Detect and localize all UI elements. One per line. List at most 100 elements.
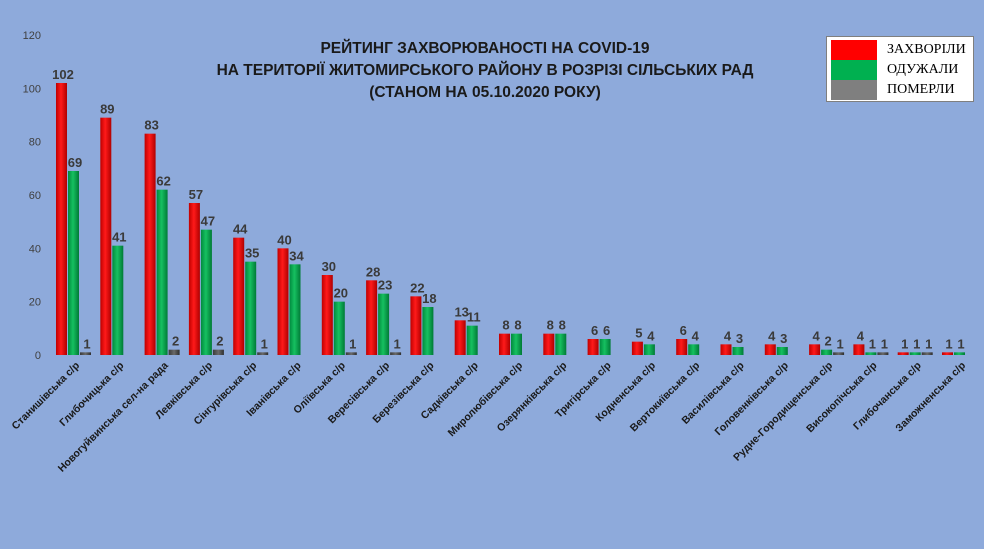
data-label: 34 <box>289 248 304 263</box>
data-label: 1 <box>393 336 400 351</box>
data-label: 1 <box>349 336 356 351</box>
y-tick-label: 0 <box>35 350 41 362</box>
bar-recovered <box>732 347 744 355</box>
data-label: 1 <box>261 336 268 351</box>
data-label: 1 <box>925 336 932 351</box>
y-tick-label: 40 <box>29 243 41 255</box>
data-label: 44 <box>233 222 248 237</box>
bar-died <box>390 352 402 355</box>
bar-infected <box>277 248 289 355</box>
bar-died <box>168 349 180 355</box>
data-label: 41 <box>112 230 126 245</box>
bar-infected <box>809 344 821 355</box>
data-label: 20 <box>334 286 348 301</box>
data-label: 1 <box>913 336 920 351</box>
data-label: 6 <box>603 323 610 338</box>
legend-item-died: ПОМЕРЛИ <box>831 80 955 100</box>
bar-recovered <box>156 189 168 355</box>
y-tick-label: 120 <box>23 30 41 42</box>
bar-recovered <box>466 325 478 355</box>
data-label: 4 <box>768 328 776 343</box>
y-axis-ticks: 0 20 40 60 80 100 120 <box>23 30 41 362</box>
legend-swatch-died <box>831 80 877 100</box>
legend-swatch-recovered <box>831 60 877 80</box>
bar-infected <box>676 339 688 355</box>
data-label: 5 <box>635 326 642 341</box>
bar-infected <box>942 352 953 355</box>
bar-infected <box>454 320 466 355</box>
data-label: 18 <box>422 291 436 306</box>
bar-died <box>212 349 224 355</box>
legend-label: ЗАХВОРІЛИ <box>887 42 966 57</box>
x-tick-label: Головенківська с/р <box>713 360 791 438</box>
data-label: 3 <box>736 331 743 346</box>
bar-recovered <box>599 339 611 355</box>
data-label: 2 <box>216 334 223 349</box>
bar-recovered <box>909 352 921 355</box>
data-label: 30 <box>322 259 336 274</box>
bar-infected <box>56 83 67 355</box>
y-tick-label: 20 <box>29 297 41 309</box>
data-label: 4 <box>647 328 655 343</box>
data-label: 8 <box>502 318 509 333</box>
data-labels: 1026918941836225747244351403430201282312… <box>52 67 964 351</box>
legend-label: ОДУЖАЛИ <box>887 62 959 77</box>
data-label: 1 <box>945 336 952 351</box>
data-label: 1 <box>836 336 843 351</box>
data-label: 1 <box>901 336 908 351</box>
data-label: 4 <box>724 328 732 343</box>
data-label: 8 <box>547 318 554 333</box>
bar-infected <box>366 280 378 355</box>
data-label: 8 <box>514 318 521 333</box>
bar-recovered <box>289 264 301 355</box>
data-label: 40 <box>277 232 291 247</box>
y-tick-label: 80 <box>29 137 41 149</box>
bar-died <box>257 352 269 355</box>
bar-infected <box>543 333 555 355</box>
data-label: 1 <box>869 336 876 351</box>
chart-title: РЕЙТИНГ ЗАХВОРЮВАНОСТІ НА COVID-19 НА ТЕ… <box>140 38 830 104</box>
legend-label: ПОМЕРЛИ <box>887 82 955 97</box>
chart-title-line: (СТАНОМ НА 05.10.2020 РОКУ) <box>369 84 601 101</box>
data-label: 4 <box>692 328 700 343</box>
bar-infected <box>587 339 599 355</box>
bar-died <box>345 352 357 355</box>
y-tick-label: 60 <box>29 190 41 202</box>
bar-recovered <box>865 352 877 355</box>
bar-infected <box>499 333 510 355</box>
data-label: 23 <box>378 278 392 293</box>
bar-recovered <box>112 245 124 355</box>
data-label: 89 <box>100 102 114 117</box>
bar-recovered <box>333 301 345 355</box>
bar-recovered <box>555 333 567 355</box>
bar-infected <box>100 117 112 356</box>
bar-infected <box>410 296 422 355</box>
data-label: 28 <box>366 264 380 279</box>
data-label: 62 <box>156 174 170 189</box>
bar-recovered <box>688 344 700 355</box>
data-label: 1 <box>881 336 888 351</box>
data-label: 4 <box>812 328 820 343</box>
bar-infected <box>233 237 245 355</box>
data-label: 69 <box>68 155 82 170</box>
data-label: 4 <box>857 328 865 343</box>
legend-item-recovered: ОДУЖАЛИ <box>831 60 958 80</box>
bar-recovered <box>68 171 79 355</box>
bar-infected <box>720 344 732 355</box>
legend-item-infected: ЗАХВОРІЛИ <box>831 40 966 60</box>
bar-died <box>833 352 845 355</box>
bar-died <box>80 352 91 355</box>
data-label: 8 <box>559 318 566 333</box>
bar-recovered <box>422 307 434 355</box>
data-label: 22 <box>410 280 424 295</box>
bar-recovered <box>776 347 788 355</box>
data-label: 83 <box>144 118 158 133</box>
data-label: 1 <box>957 336 964 351</box>
data-label: 2 <box>824 334 831 349</box>
bar-infected <box>631 341 643 355</box>
bar-recovered <box>245 261 257 355</box>
chart-title-line: РЕЙТИНГ ЗАХВОРЮВАНОСТІ НА COVID-19 <box>320 40 650 57</box>
data-label: 6 <box>680 323 687 338</box>
